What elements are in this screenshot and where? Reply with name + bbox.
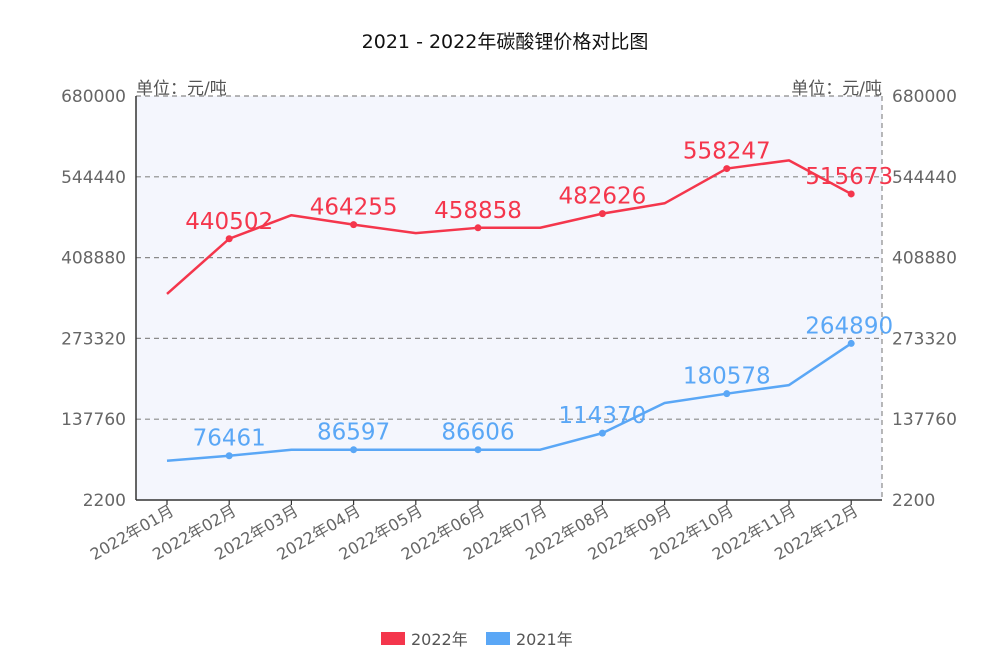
data-point — [598, 429, 606, 437]
unit-label-right: 单位：元/吨 — [791, 79, 882, 99]
data-point — [225, 235, 233, 243]
y-tick-label-left: 408880 — [61, 249, 126, 269]
plot-area: 2200 2200 137760 137760 273320 273320 408880 40… — [61, 79, 957, 564]
data-label: 76461 — [193, 426, 266, 452]
data-label: 86606 — [441, 420, 514, 446]
data-point — [350, 446, 358, 454]
y-tick-label-left: 137760 — [61, 410, 126, 430]
legend: 2022年 2021年 — [381, 630, 573, 649]
data-label: 180578 — [683, 364, 771, 390]
y-tick-label-right: 2200 — [892, 491, 935, 511]
data-label: 458858 — [434, 198, 522, 224]
data-point — [723, 390, 731, 398]
data-point — [723, 165, 731, 173]
data-point — [847, 339, 855, 347]
data-label: 114370 — [558, 403, 646, 429]
data-label: 86597 — [317, 420, 390, 446]
data-point — [474, 446, 482, 454]
series-line-2021 — [166, 342, 852, 463]
data-point — [847, 190, 855, 198]
y-tick-label-left: 680000 — [61, 87, 126, 107]
legend-label: 2022年 — [411, 630, 468, 649]
y-tick-label-left: 2200 — [83, 491, 126, 511]
y-tick-label-right: 544440 — [892, 168, 957, 188]
data-point — [350, 221, 358, 229]
data-label: 264890 — [805, 313, 893, 339]
data-label: 440502 — [185, 209, 273, 235]
unit-label-left: 单位：元/吨 — [136, 79, 227, 99]
data-label: 515673 — [805, 164, 893, 190]
data-label: 558247 — [683, 139, 771, 165]
data-point — [598, 210, 606, 218]
y-tick-label-right: 680000 — [892, 87, 957, 107]
data-label: 464255 — [310, 195, 398, 221]
y-tick-label-left: 273320 — [61, 329, 126, 349]
series-line-2022 — [166, 159, 852, 295]
y-tick-label-right: 137760 — [892, 410, 957, 430]
y-tick-label-right: 408880 — [892, 249, 957, 269]
data-point — [225, 452, 233, 460]
data-point — [474, 224, 482, 232]
legend-label: 2021年 — [516, 630, 573, 649]
legend-swatch — [381, 632, 405, 645]
y-tick-label-left: 544440 — [61, 168, 126, 188]
y-tick-label-right: 273320 — [892, 329, 957, 349]
legend-swatch — [486, 632, 510, 645]
chart-title: 2021 - 2022年碳酸锂价格对比图 — [362, 31, 649, 53]
data-label: 482626 — [558, 184, 646, 210]
